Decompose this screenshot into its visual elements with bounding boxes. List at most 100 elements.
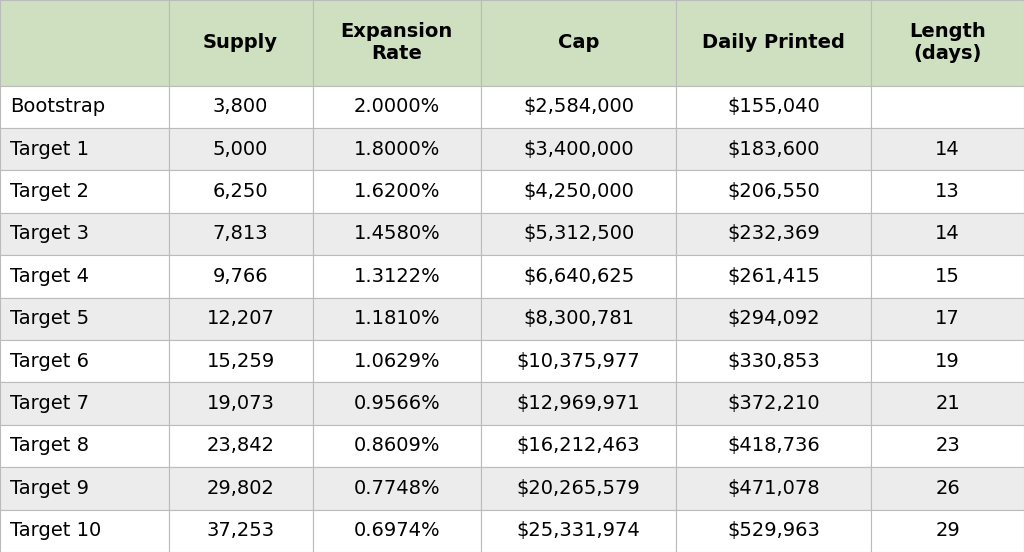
- Text: Target 6: Target 6: [10, 352, 89, 371]
- Bar: [169, 213, 312, 255]
- Text: $232,369: $232,369: [727, 225, 820, 243]
- Text: $471,078: $471,078: [728, 479, 820, 498]
- Text: $372,210: $372,210: [728, 394, 820, 413]
- Bar: [871, 86, 1024, 128]
- Bar: [169, 467, 312, 509]
- Bar: [871, 128, 1024, 171]
- Bar: [0, 467, 169, 509]
- Text: 5,000: 5,000: [213, 140, 268, 158]
- Bar: [0, 298, 169, 340]
- Text: 1.0629%: 1.0629%: [353, 352, 440, 371]
- Text: 0.7748%: 0.7748%: [353, 479, 440, 498]
- Text: 3,800: 3,800: [213, 97, 268, 116]
- Text: Length
(days): Length (days): [909, 22, 986, 63]
- Text: 13: 13: [935, 182, 961, 201]
- Bar: [871, 340, 1024, 383]
- Bar: [676, 86, 871, 128]
- Bar: [312, 340, 481, 383]
- Text: 29: 29: [935, 521, 961, 540]
- Text: Target 1: Target 1: [10, 140, 89, 158]
- Bar: [0, 425, 169, 467]
- Text: 19: 19: [935, 352, 961, 371]
- Bar: [676, 171, 871, 213]
- Bar: [871, 255, 1024, 298]
- Bar: [169, 425, 312, 467]
- Bar: [169, 128, 312, 171]
- Text: 1.4580%: 1.4580%: [353, 225, 440, 243]
- Text: 7,813: 7,813: [213, 225, 268, 243]
- Bar: [676, 383, 871, 425]
- Bar: [312, 213, 481, 255]
- Bar: [481, 425, 676, 467]
- Bar: [676, 255, 871, 298]
- Bar: [676, 0, 871, 86]
- Bar: [481, 383, 676, 425]
- Bar: [0, 255, 169, 298]
- Text: $418,736: $418,736: [727, 437, 820, 455]
- Bar: [676, 213, 871, 255]
- Bar: [871, 467, 1024, 509]
- Bar: [676, 467, 871, 509]
- Bar: [0, 128, 169, 171]
- Text: 14: 14: [935, 140, 961, 158]
- Text: $2,584,000: $2,584,000: [523, 97, 634, 116]
- Bar: [0, 340, 169, 383]
- Text: $5,312,500: $5,312,500: [523, 225, 634, 243]
- Bar: [481, 340, 676, 383]
- Bar: [676, 425, 871, 467]
- Bar: [169, 0, 312, 86]
- Bar: [481, 171, 676, 213]
- Text: Target 7: Target 7: [10, 394, 89, 413]
- Text: $10,375,977: $10,375,977: [517, 352, 640, 371]
- Bar: [871, 213, 1024, 255]
- Text: Target 5: Target 5: [10, 309, 89, 328]
- Bar: [0, 171, 169, 213]
- Bar: [871, 425, 1024, 467]
- Text: $4,250,000: $4,250,000: [523, 182, 634, 201]
- Bar: [312, 86, 481, 128]
- Bar: [481, 0, 676, 86]
- Text: $155,040: $155,040: [727, 97, 820, 116]
- Text: 6,250: 6,250: [213, 182, 268, 201]
- Bar: [676, 509, 871, 552]
- Bar: [481, 128, 676, 171]
- Bar: [871, 383, 1024, 425]
- Bar: [312, 298, 481, 340]
- Text: 19,073: 19,073: [207, 394, 274, 413]
- Bar: [169, 509, 312, 552]
- Text: Bootstrap: Bootstrap: [10, 97, 105, 116]
- Bar: [169, 298, 312, 340]
- Bar: [481, 255, 676, 298]
- Bar: [676, 128, 871, 171]
- Text: $183,600: $183,600: [728, 140, 820, 158]
- Text: 0.8609%: 0.8609%: [353, 437, 440, 455]
- Bar: [169, 340, 312, 383]
- Bar: [312, 425, 481, 467]
- Bar: [169, 383, 312, 425]
- Text: 26: 26: [935, 479, 961, 498]
- Text: 29,802: 29,802: [207, 479, 274, 498]
- Text: 14: 14: [935, 225, 961, 243]
- Bar: [169, 86, 312, 128]
- Bar: [312, 128, 481, 171]
- Text: Expansion
Rate: Expansion Rate: [341, 22, 453, 63]
- Text: Target 9: Target 9: [10, 479, 89, 498]
- Bar: [312, 383, 481, 425]
- Bar: [0, 0, 169, 86]
- Text: 1.1810%: 1.1810%: [353, 309, 440, 328]
- Bar: [871, 0, 1024, 86]
- Bar: [312, 171, 481, 213]
- Text: 1.8000%: 1.8000%: [353, 140, 440, 158]
- Bar: [312, 0, 481, 86]
- Text: Target 3: Target 3: [10, 225, 89, 243]
- Bar: [0, 86, 169, 128]
- Text: $8,300,781: $8,300,781: [523, 309, 634, 328]
- Text: $206,550: $206,550: [727, 182, 820, 201]
- Bar: [0, 509, 169, 552]
- Text: $6,640,625: $6,640,625: [523, 267, 634, 286]
- Text: $529,963: $529,963: [727, 521, 820, 540]
- Text: $294,092: $294,092: [728, 309, 820, 328]
- Text: $25,331,974: $25,331,974: [517, 521, 641, 540]
- Text: Cap: Cap: [558, 33, 599, 52]
- Text: 15,259: 15,259: [207, 352, 274, 371]
